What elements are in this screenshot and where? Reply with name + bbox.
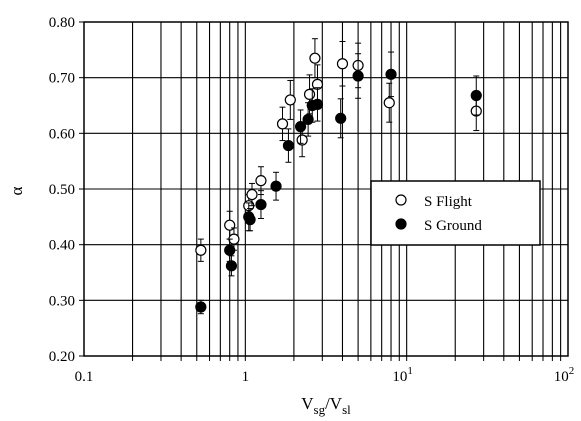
axis-ticks bbox=[79, 21, 562, 361]
y-tick-label: 0.70 bbox=[49, 71, 75, 87]
data-point-ground bbox=[352, 70, 364, 82]
x-tick-label-base: 0.1 bbox=[75, 369, 94, 385]
legend-label-flight: S Flight bbox=[424, 194, 473, 210]
x-axis-label: Vsg/Vsl bbox=[301, 394, 351, 417]
data-point-flight bbox=[255, 175, 267, 187]
data-point-ground bbox=[282, 139, 295, 152]
x-axis-label-sub2: sl bbox=[342, 402, 351, 417]
legend: S Flight S Ground bbox=[370, 180, 541, 246]
data-point-flight bbox=[336, 58, 349, 70]
x-tick-label-base: 10 bbox=[392, 369, 407, 385]
x-axis-label-mid: /V bbox=[325, 394, 343, 413]
data-point-flight bbox=[195, 244, 207, 256]
data-point-flight bbox=[246, 188, 258, 201]
x-axis-label-main: V bbox=[301, 394, 314, 413]
y-tick-label: 0.20 bbox=[49, 349, 75, 365]
data-point-flight bbox=[224, 219, 236, 231]
x-axis-label-sub1: sg bbox=[314, 402, 326, 417]
legend-marker-flight bbox=[395, 194, 407, 206]
data-point-flight bbox=[309, 52, 321, 64]
data-point-ground bbox=[294, 121, 307, 133]
x-tick-label: 101 bbox=[392, 365, 413, 385]
y-tick-label: 0.60 bbox=[49, 126, 75, 142]
data-point-flight bbox=[383, 97, 395, 109]
data-point-ground bbox=[255, 198, 267, 211]
legend-marker-ground bbox=[395, 218, 407, 230]
legend-box bbox=[370, 180, 541, 246]
data-point-ground bbox=[195, 301, 207, 313]
series-layer bbox=[195, 38, 482, 315]
data-point-flight bbox=[303, 88, 316, 100]
data-point-ground bbox=[224, 244, 236, 256]
data-point-flight bbox=[296, 134, 308, 146]
y-tick-label: 0.80 bbox=[49, 15, 75, 31]
x-tick-label: 1 bbox=[242, 369, 250, 385]
x-tick-label-exponent: 2 bbox=[569, 365, 575, 377]
series-ground bbox=[195, 51, 482, 315]
legend-label-ground: S Ground bbox=[424, 218, 482, 234]
x-tick-label-base: 1 bbox=[242, 369, 250, 385]
data-point-ground bbox=[302, 113, 314, 126]
data-point-ground bbox=[244, 214, 256, 226]
y-tick-label: 0.50 bbox=[49, 182, 75, 198]
y-tick-labels: 0.20 0.30 0.40 0.50 0.60 0.70 0.80 bbox=[49, 15, 75, 365]
y-tick-label: 0.30 bbox=[49, 293, 75, 309]
data-point-ground bbox=[470, 89, 482, 102]
y-axis-label: α bbox=[7, 186, 26, 195]
data-point-flight bbox=[284, 94, 296, 106]
x-tick-labels: 0.1 1 101 102 bbox=[75, 365, 575, 385]
y-tick-label: 0.40 bbox=[49, 238, 75, 254]
x-tick-label: 102 bbox=[554, 365, 575, 385]
data-point-ground bbox=[385, 68, 397, 80]
data-point-ground bbox=[311, 98, 324, 110]
data-point-ground bbox=[225, 260, 238, 272]
x-tick-label-exponent: 1 bbox=[407, 365, 413, 377]
data-point-ground bbox=[335, 112, 347, 124]
x-tick-label: 0.1 bbox=[75, 369, 94, 385]
data-point-flight bbox=[276, 118, 289, 130]
x-tick-label-base: 10 bbox=[554, 369, 569, 385]
data-point-ground bbox=[270, 180, 282, 192]
